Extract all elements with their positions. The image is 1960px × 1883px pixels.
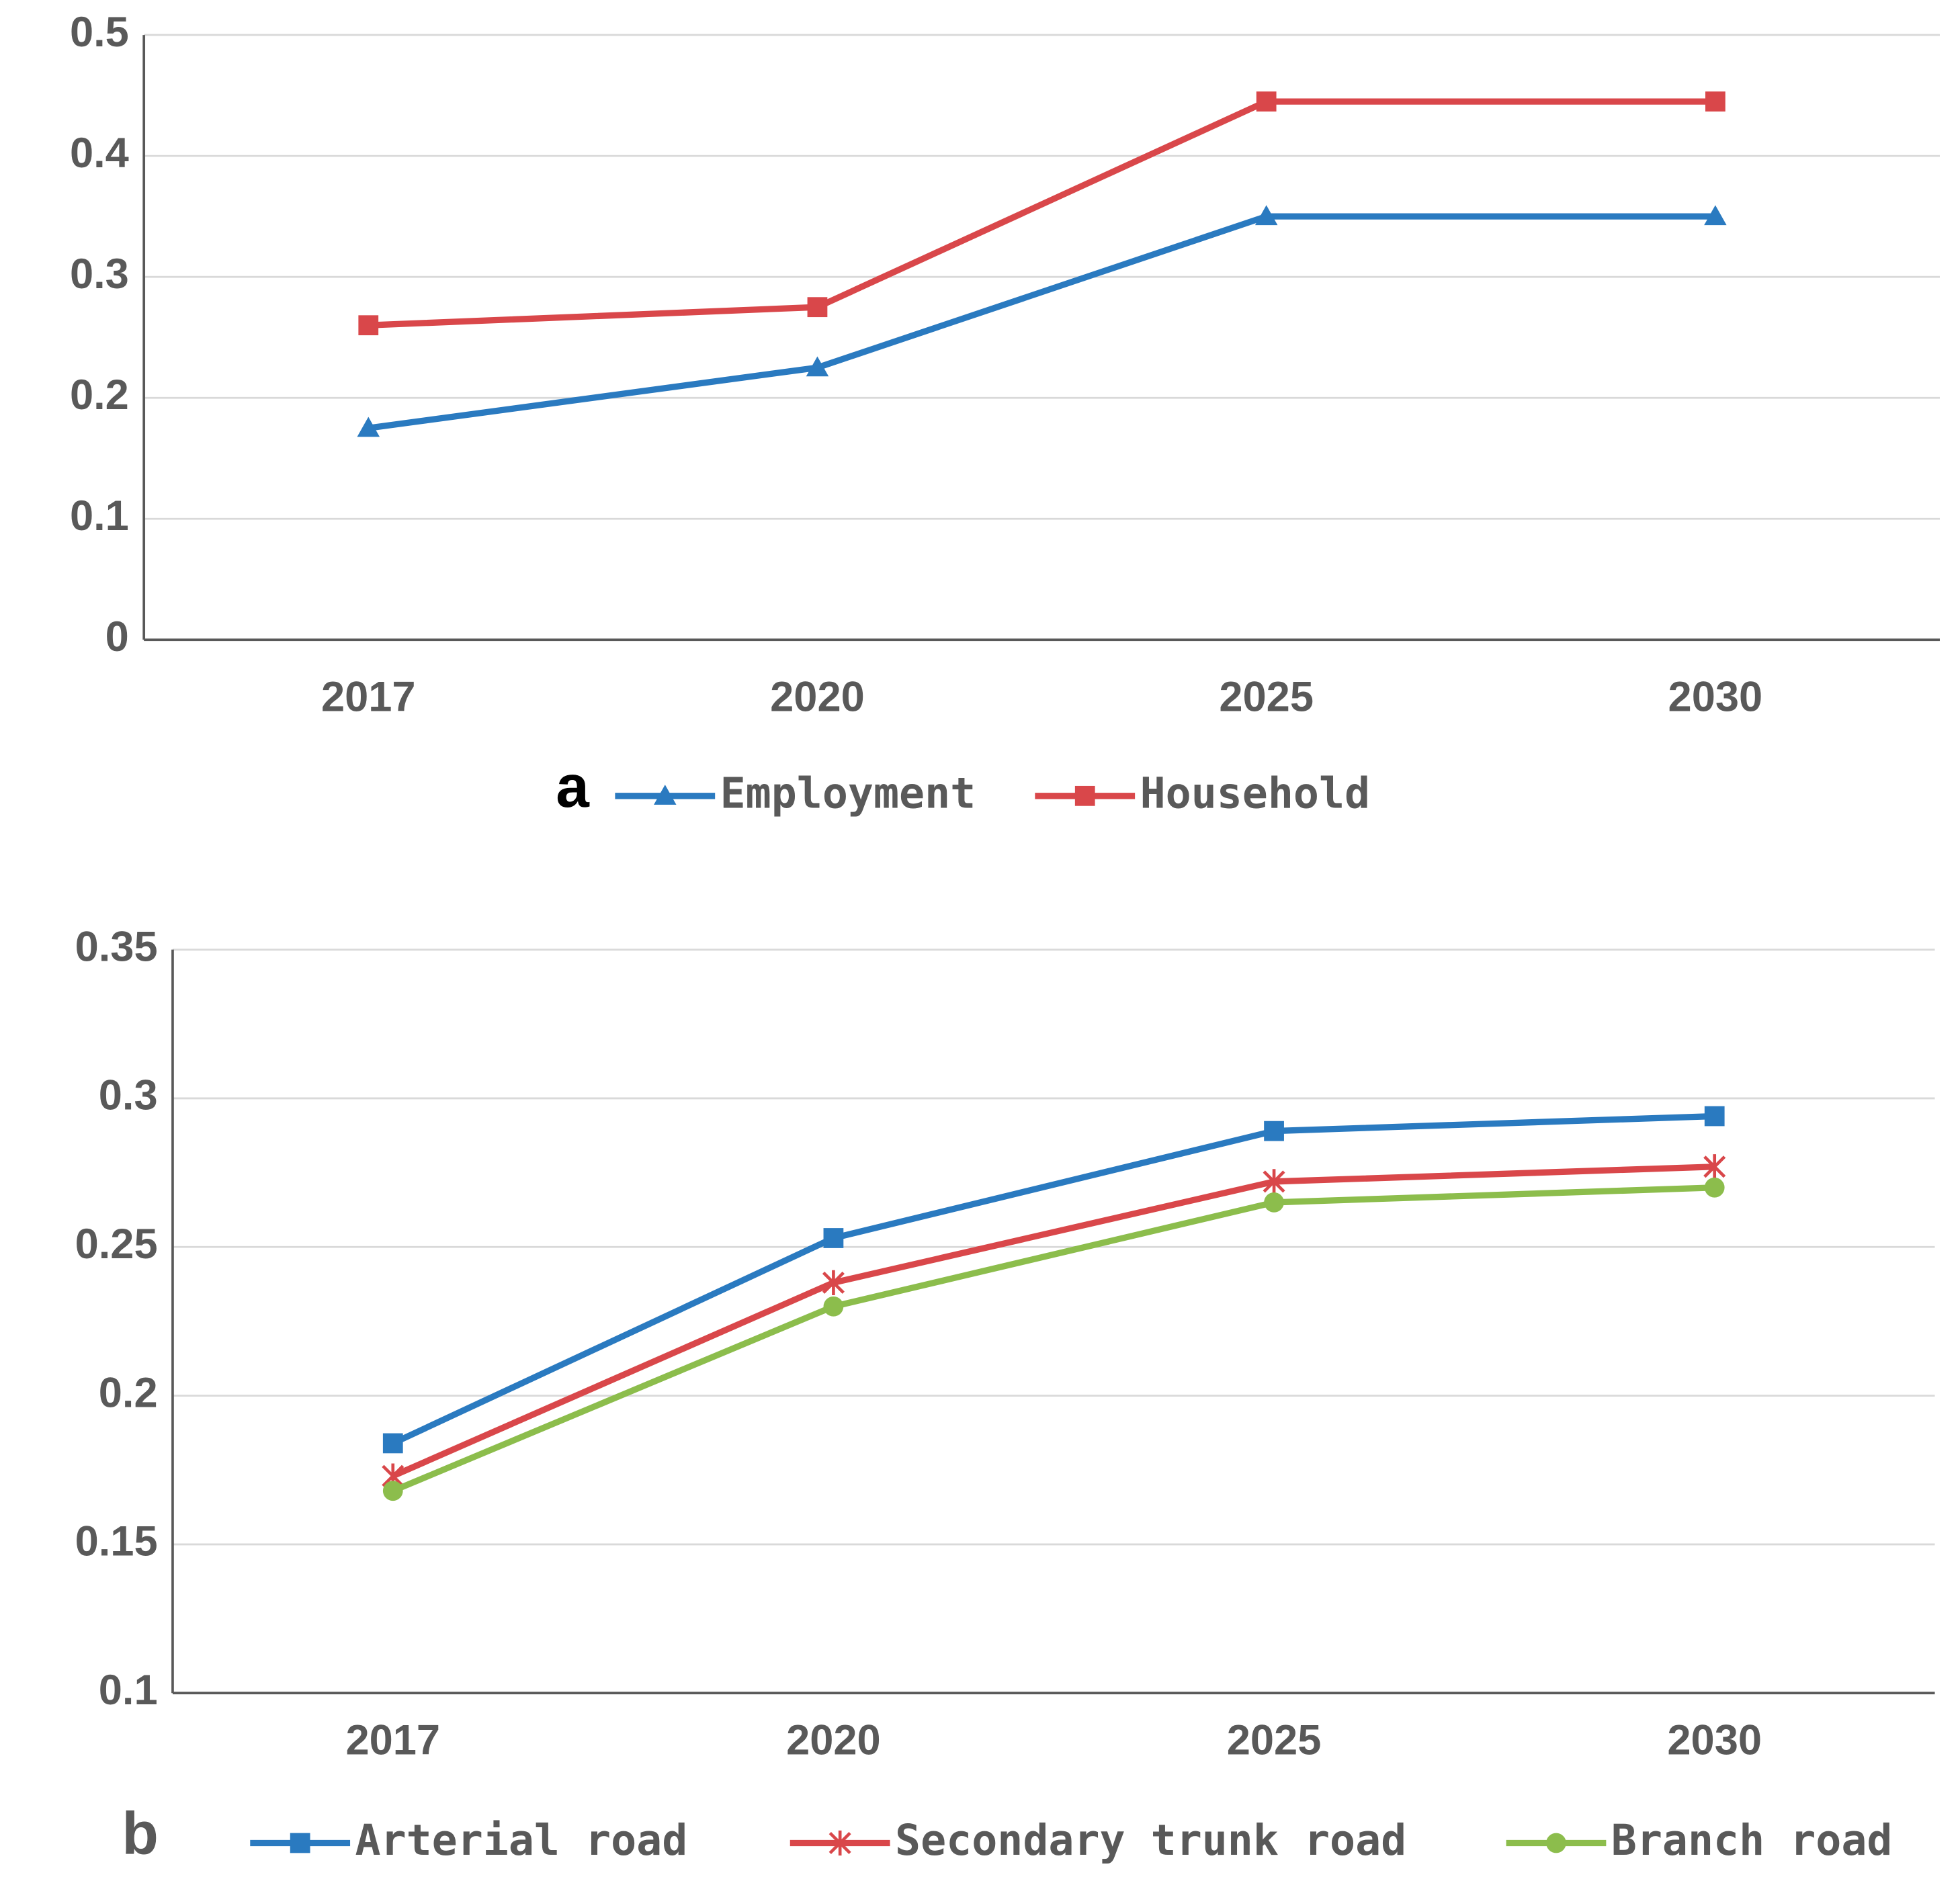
y-tick-label: 0.1 — [70, 492, 129, 539]
legend-label: Branch road — [1611, 1815, 1893, 1865]
data-point — [382, 1481, 403, 1501]
data-point — [1704, 1177, 1725, 1198]
legend-marker — [290, 1833, 310, 1853]
y-tick-label: 0.2 — [99, 1369, 158, 1416]
legend-marker — [1074, 785, 1095, 806]
y-tick-label: 0.2 — [70, 371, 129, 419]
data-point — [1705, 91, 1725, 112]
data-point — [822, 1270, 845, 1295]
data-point — [823, 1296, 844, 1317]
data-point — [1704, 1106, 1725, 1127]
data-point — [1704, 205, 1727, 226]
panel-label: b — [122, 1800, 159, 1867]
y-tick-label: 0.15 — [75, 1518, 158, 1565]
x-tick-label: 2030 — [1667, 1716, 1762, 1763]
legend-label: Household — [1140, 768, 1371, 818]
y-tick-label: 0.5 — [70, 9, 129, 56]
data-point — [1254, 205, 1278, 226]
data-point — [382, 1433, 403, 1454]
data-point — [806, 356, 829, 377]
panel-label: a — [556, 752, 590, 820]
y-tick-label: 0.25 — [75, 1221, 158, 1268]
legend-label: Arterial road — [355, 1815, 688, 1865]
x-tick-label: 2020 — [786, 1716, 881, 1763]
x-tick-label: 2025 — [1227, 1716, 1322, 1763]
y-tick-label: 0.1 — [99, 1667, 158, 1714]
series-line — [391, 1164, 1715, 1479]
series-line — [368, 213, 1715, 431]
data-point — [357, 417, 380, 437]
x-tick-label: 2017 — [345, 1716, 440, 1763]
data-point — [823, 1228, 844, 1248]
data-point — [1256, 91, 1277, 112]
y-tick-label: 0.4 — [70, 130, 129, 177]
data-point — [358, 315, 379, 336]
series-line — [391, 1112, 1715, 1446]
y-tick-label: 0 — [105, 613, 129, 660]
series-line — [368, 98, 1715, 329]
y-tick-label: 0.35 — [75, 923, 158, 970]
data-point — [1264, 1192, 1284, 1213]
data-point — [807, 297, 828, 318]
y-tick-label: 0.3 — [70, 251, 129, 298]
legend-marker — [654, 785, 677, 805]
y-tick-label: 0.3 — [99, 1072, 158, 1119]
data-point — [1264, 1121, 1284, 1141]
legend-label: Employment — [720, 768, 976, 818]
data-point — [1263, 1169, 1285, 1194]
legend-label: Secondary trunk road — [895, 1815, 1406, 1865]
x-tick-label: 2017 — [321, 673, 416, 720]
x-tick-label: 2020 — [770, 673, 865, 720]
series-line — [391, 1184, 1715, 1494]
x-tick-label: 2030 — [1668, 673, 1763, 720]
data-point — [1703, 1154, 1726, 1180]
legend-marker — [1546, 1833, 1566, 1853]
legend-marker — [828, 1830, 851, 1856]
x-tick-label: 2025 — [1219, 673, 1314, 720]
